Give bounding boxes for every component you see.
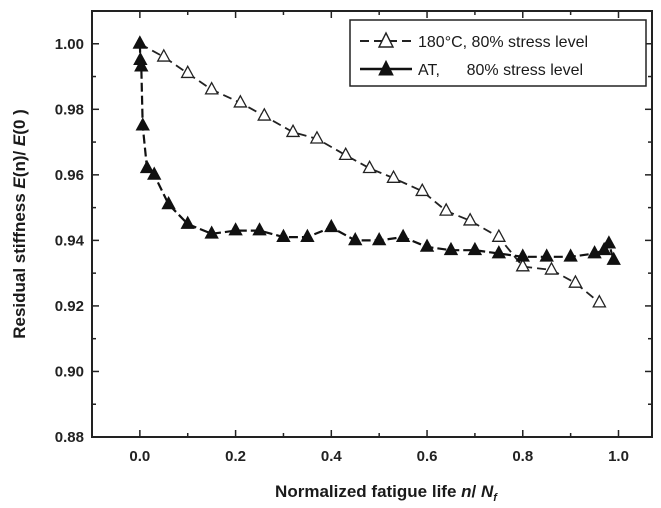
x-tick-label: 0.4	[321, 448, 343, 465]
y-axis-title: Residual stiffness E(n)/ E(0 )	[10, 109, 29, 339]
open-triangle-point	[386, 169, 401, 183]
legend-marker-open-triangle	[377, 31, 395, 48]
open-triangle-point	[491, 228, 507, 242]
filled-triangle-point	[228, 222, 243, 236]
open-triangle-point	[180, 64, 195, 79]
x-axis-title: Normalized fatigue life n/ Nf	[275, 482, 498, 504]
legend-marker-filled-triangle	[378, 59, 394, 76]
filled-triangle-point	[606, 251, 621, 265]
open-triangle-point	[309, 130, 325, 144]
open-triangle-point	[568, 274, 583, 288]
filled-triangle-point	[596, 241, 612, 256]
x-tick-label: 0.0	[129, 448, 150, 465]
y-tick-label: 0.96	[55, 167, 84, 184]
plot-frame	[91, 10, 653, 438]
legend-label-1: AT, 80% stress level	[418, 62, 583, 79]
filled-triangle-point	[134, 58, 149, 72]
y-tick-label: 0.94	[55, 232, 85, 249]
x-tick-label: 0.8	[512, 448, 533, 465]
open-triangle-point	[415, 182, 430, 197]
filled-triangle-point	[252, 222, 267, 236]
filled-triangle-point	[515, 248, 530, 262]
filled-triangle-point	[443, 241, 459, 256]
filled-triangle-point	[276, 228, 291, 242]
filled-triangle-point	[563, 248, 578, 262]
axes: 0.0 0.2 0.4 0.6 0.8 1.0 0.88 0.90 0.92 0.94 0.96 0.…	[55, 10, 652, 465]
filled-triangle-point	[539, 248, 554, 262]
y-tick-label: 0.88	[55, 429, 84, 446]
filled-triangle-point	[467, 241, 483, 256]
open-triangle-point	[204, 81, 219, 95]
filled-triangle-point	[204, 225, 219, 239]
filled-triangle-point	[348, 232, 363, 246]
open-triangle-point	[257, 107, 272, 121]
series-layer	[132, 35, 621, 308]
open-triangle-point	[233, 94, 248, 108]
open-triangle-point	[156, 48, 171, 62]
y-tick-label: 0.98	[55, 101, 84, 118]
filled-triangle-point	[161, 195, 176, 210]
open-triangle-point	[338, 146, 353, 161]
open-triangle-point	[462, 212, 478, 226]
filled-triangle-point	[147, 166, 162, 180]
x-tick-label: 1.0	[608, 448, 629, 465]
open-triangle-point	[285, 123, 301, 138]
filled-triangle-point	[132, 35, 148, 49]
open-triangle-point	[362, 159, 377, 174]
filled-triangle-point	[135, 117, 150, 131]
x-tick-label: 0.6	[417, 448, 438, 465]
y-tick-label: 1.00	[55, 36, 84, 53]
open-triangle-point	[439, 202, 454, 216]
filled-triangle-point	[371, 232, 387, 246]
open-triangle-point	[544, 261, 559, 275]
filled-triangle-point	[139, 159, 155, 174]
y-tick-label: 0.92	[55, 298, 84, 315]
y-tick-label: 0.90	[55, 363, 84, 380]
open-triangle-point	[515, 258, 530, 272]
filled-triangle-point	[180, 215, 195, 229]
filled-triangle-point	[601, 235, 617, 249]
legend-box	[349, 19, 647, 87]
filled-triangle-point	[419, 238, 435, 252]
legend: 180°C, 80% stress level AT, 80% stress l…	[349, 19, 647, 87]
legend-label-0: 180°C, 80% stress level	[418, 34, 588, 51]
filled-triangle-point	[324, 218, 339, 233]
x-tick-label: 0.2	[225, 448, 246, 465]
filled-triangle-point	[491, 245, 507, 259]
series-line-1	[138, 43, 615, 261]
filled-triangle-point	[395, 228, 411, 242]
open-triangle-point	[592, 294, 607, 308]
filled-triangle-point	[300, 228, 315, 242]
